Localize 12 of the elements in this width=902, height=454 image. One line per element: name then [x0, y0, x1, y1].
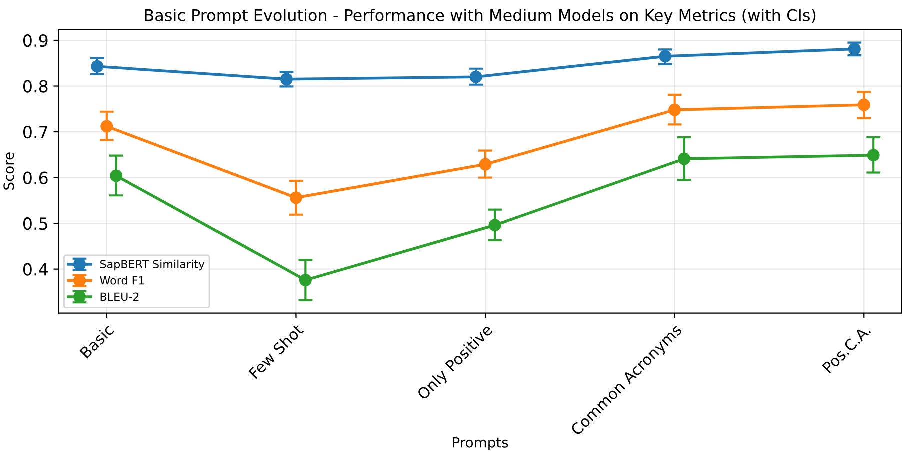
chart-title: Basic Prompt Evolution - Performance with Medium Models on Key Metrics (with CIs) [145, 9, 816, 24]
y-tick-label: 0.4 [24, 263, 48, 276]
x-axis-title: Prompts [453, 437, 508, 451]
y-tick-label: 0.8 [24, 80, 48, 93]
y-tick-label: 0.9 [24, 34, 48, 48]
legend-label: SapBERT Similarity [100, 260, 205, 271]
legend-label: Word F1 [100, 276, 144, 285]
y-tick-label: 0.6 [24, 172, 48, 184]
y-tick-label: 0.5 [24, 218, 48, 230]
legend-label: BLEU-2 [100, 292, 139, 302]
y-axis-title: Score [4, 152, 14, 190]
y-tick-label: 0.7 [24, 126, 48, 139]
